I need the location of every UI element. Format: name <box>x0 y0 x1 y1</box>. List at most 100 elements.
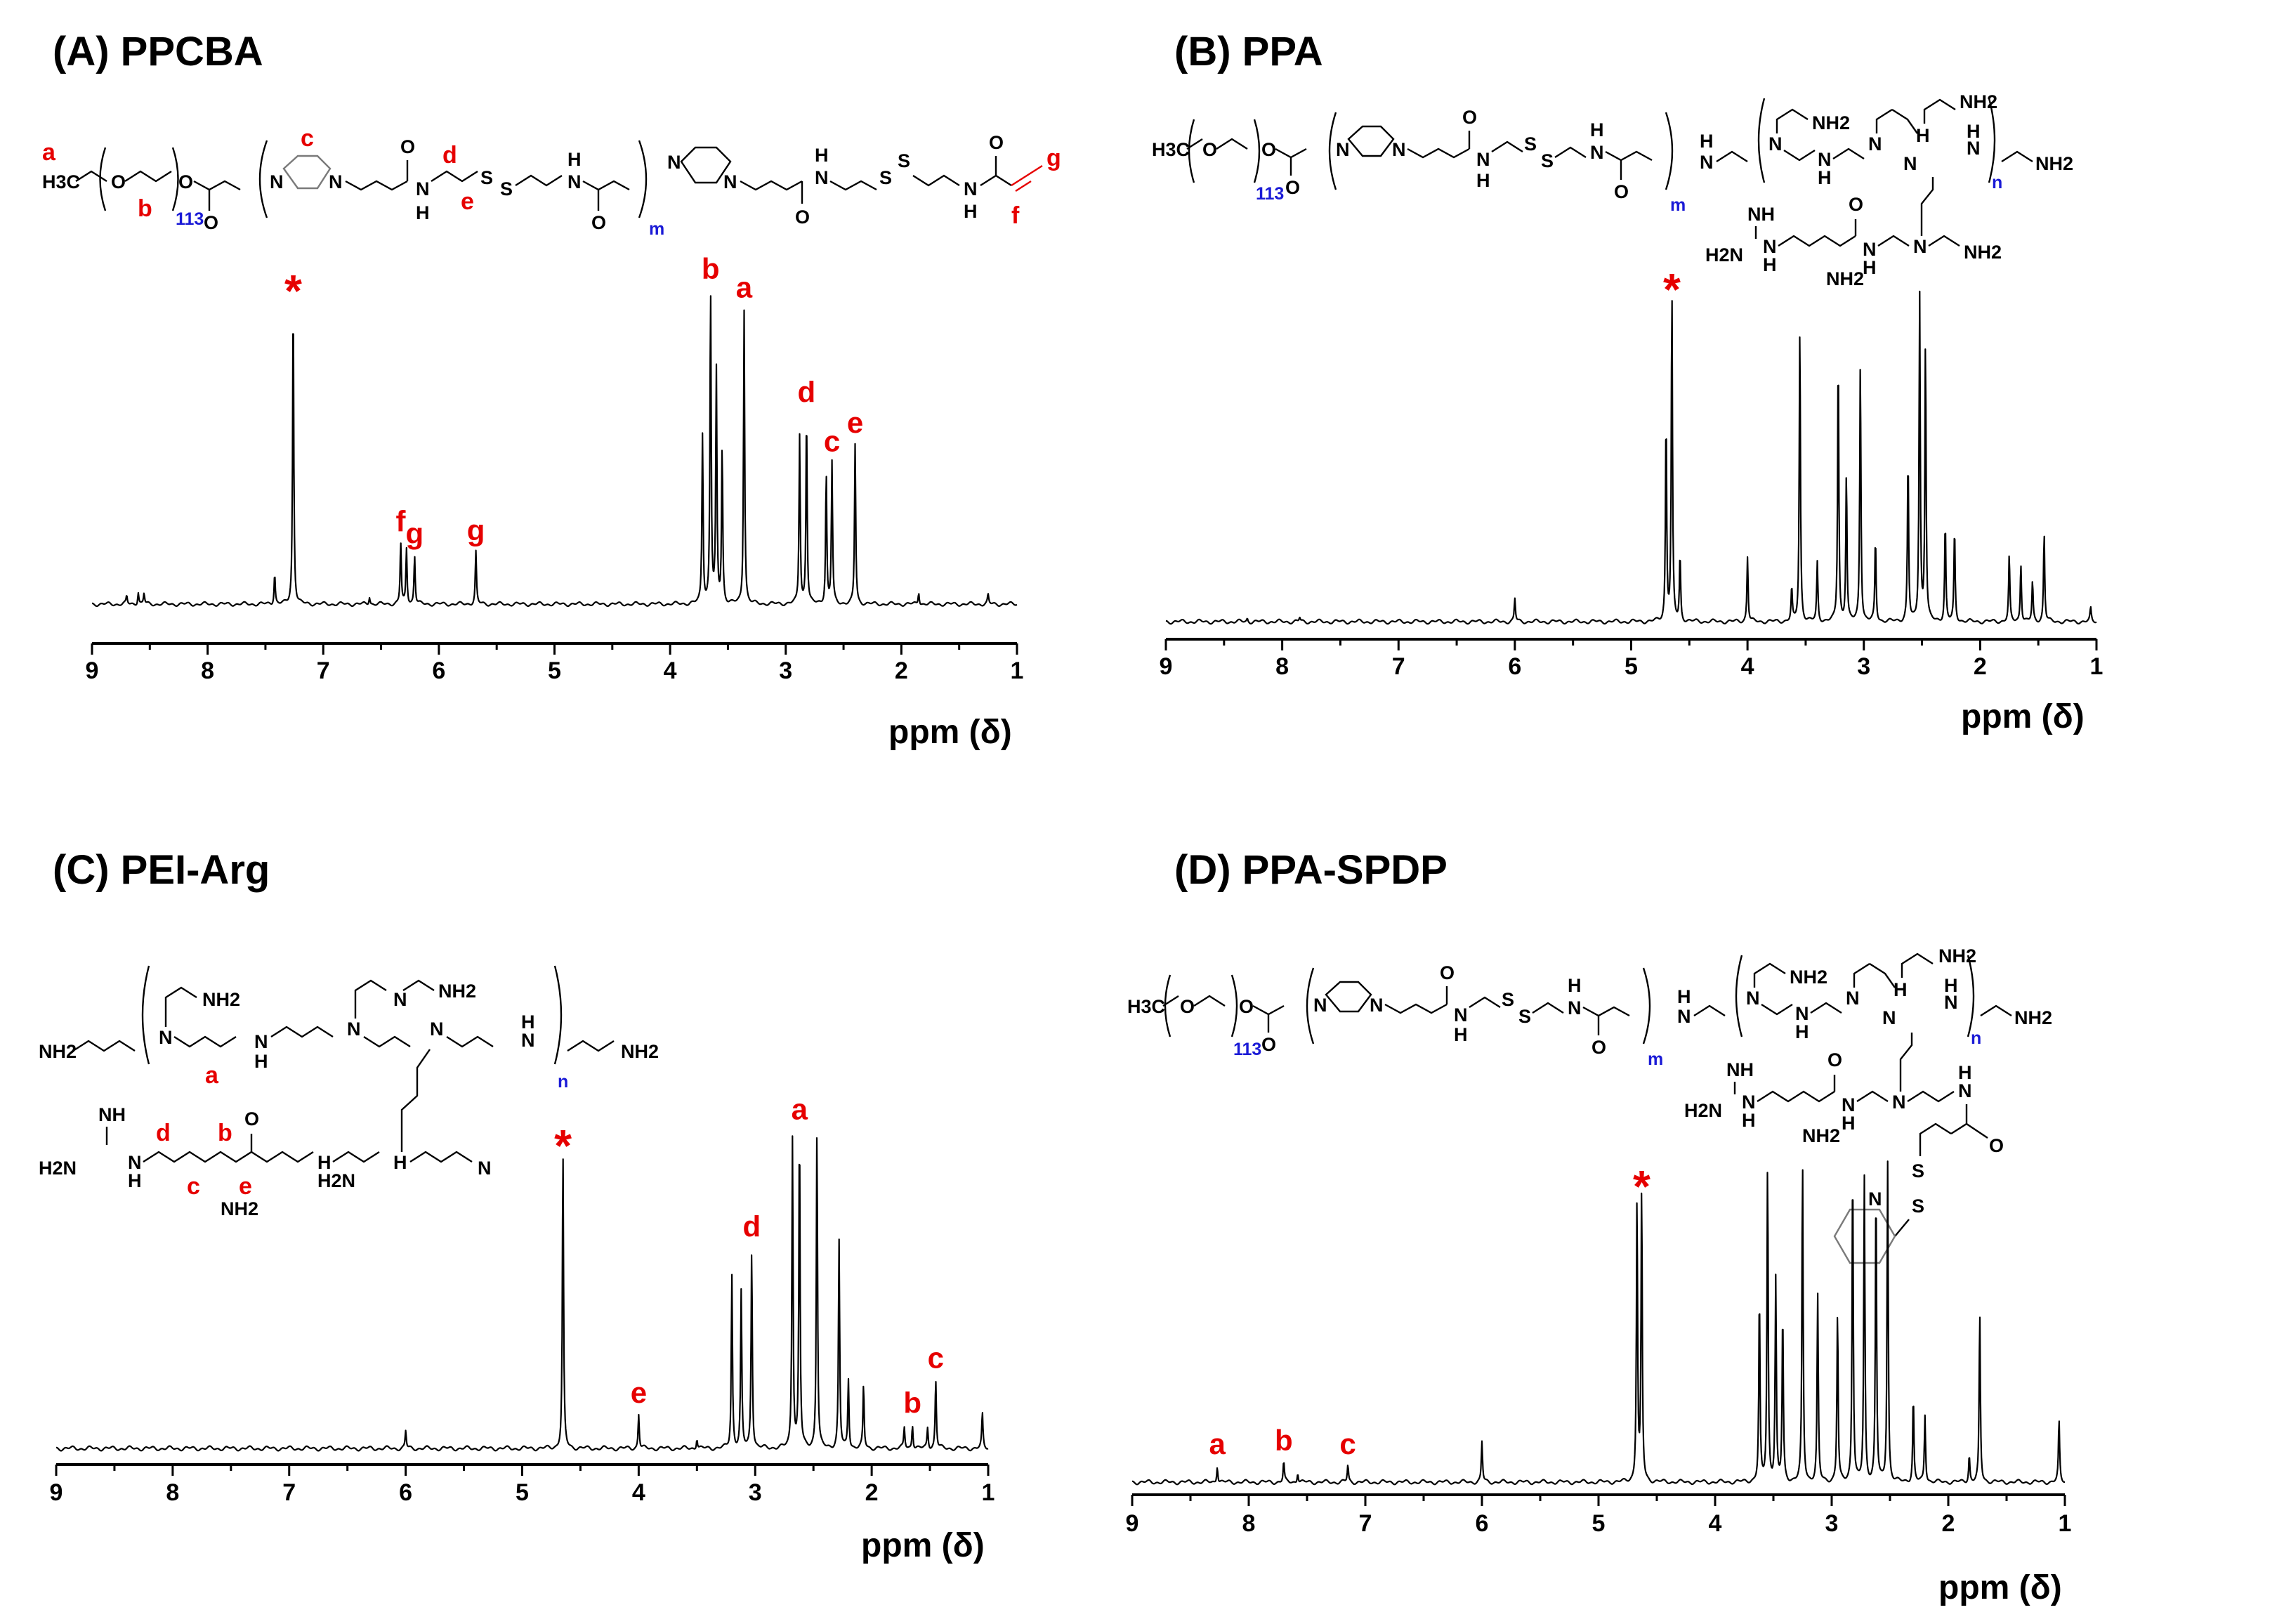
tick-label: 8 <box>1242 1510 1256 1537</box>
struct-a-bond <box>515 174 563 187</box>
struct-c-label-d: d <box>156 1120 171 1146</box>
struct-a-vinyl <box>1015 180 1032 192</box>
tick-label: 4 <box>664 657 677 684</box>
struct-d-atom-n7: N <box>1795 1003 1809 1024</box>
struct-d-bond <box>1384 1003 1448 1014</box>
struct-d-atom-h7: H <box>1842 1113 1856 1134</box>
struct-b-bond <box>1778 235 1856 247</box>
struct-c-atom-o: O <box>244 1108 259 1129</box>
struct-b-atom-o3: O <box>1285 177 1300 198</box>
struct-a-bond <box>431 170 478 183</box>
struct-d-bond <box>1693 1004 1726 1017</box>
struct-d-bond <box>1753 962 1786 988</box>
struct-d-atom-n12: N <box>1742 1092 1756 1113</box>
struct-c-atom-nh-2: NH <box>98 1104 126 1125</box>
struct-c-label-e: e <box>239 1173 252 1200</box>
struct-a-atom-s3: S <box>879 167 892 188</box>
struct-b-paren-left <box>1328 112 1337 190</box>
struct-b-subscript-m: m <box>1670 195 1686 215</box>
struct-d-atom-s2: S <box>1518 1006 1531 1027</box>
struct-b-atom-h2: H <box>1590 119 1604 140</box>
struct-c-atom-n2: N <box>254 1031 268 1052</box>
struct-d-bracket-right <box>1967 955 1975 1037</box>
peak-label-a: a <box>736 271 753 304</box>
struct-d-atom-h3: H <box>1677 986 1691 1007</box>
struct-b-atom-h5: H <box>1967 121 1981 142</box>
struct-a-bond <box>75 170 107 183</box>
struct-d-bond <box>1856 1090 1889 1103</box>
struct-d-bond <box>1162 995 1179 1007</box>
struct-d-subscript-113: 113 <box>1233 1040 1261 1059</box>
struct-b-bond <box>1875 108 1893 133</box>
struct-a-piperazine <box>282 155 332 190</box>
struct-d-atom-o5: O <box>1591 1037 1606 1058</box>
struct-c-bond <box>143 1151 252 1163</box>
struct-d-atom-n6: N <box>1746 988 1760 1009</box>
struct-d-atom-h6: H <box>1742 1110 1756 1131</box>
struct-a-atom-h2: H <box>567 149 582 170</box>
struct-a-vinyl <box>1011 164 1043 187</box>
struct-b-bond <box>1186 138 1203 150</box>
tick-label: 8 <box>166 1479 179 1506</box>
struct-d-atom-n16: N <box>1868 1188 1882 1210</box>
struct-a-atom-o2: O <box>178 171 193 192</box>
struct-a-atom-o6: O <box>795 207 810 228</box>
struct-d-atom-h2: H <box>1568 975 1582 996</box>
tick-label: 2 <box>1974 653 1987 680</box>
panel-d-x-axis-title: ppm (δ) <box>1938 1569 2062 1606</box>
tick-label: 9 <box>86 657 99 684</box>
struct-b-subscript-113: 113 <box>1256 184 1284 204</box>
panel-c-ticks: 9 8 7 6 5 4 3 2 1 <box>50 1465 995 1506</box>
struct-a-paren-right <box>638 140 648 218</box>
struct-d-atom-h2n: H2N <box>1684 1100 1722 1121</box>
tick-label: 3 <box>779 657 792 684</box>
struct-d-atom-n11: N <box>1944 992 1958 1013</box>
tick-label: 5 <box>516 1479 529 1506</box>
struct-a-piperazine-2 <box>680 146 732 184</box>
struct-c-atom-h2n: H2N <box>39 1158 77 1179</box>
struct-b-atom-n6: N <box>1768 133 1783 155</box>
struct-c-bond <box>446 1035 494 1048</box>
struct-c-label-c: c <box>187 1173 200 1200</box>
struct-d-atom-n1: N <box>1313 995 1327 1016</box>
struct-d-atom-n5: N <box>1677 1006 1691 1027</box>
struct-c-subscript-n: n <box>558 1072 568 1092</box>
struct-b-paren-right <box>1665 112 1674 190</box>
struct-a-bond <box>193 180 241 191</box>
struct-a-bond <box>582 180 630 191</box>
struct-b-atom-h6: H <box>1763 254 1777 275</box>
struct-c-atom-nh2-3: NH2 <box>438 981 476 1002</box>
struct-a-atom-n1: N <box>270 171 284 192</box>
struct-d-atom-h8: H <box>1958 1062 1972 1083</box>
struct-c-atom-nh2-5: NH2 <box>221 1198 258 1219</box>
struct-c-label-a: a <box>205 1062 219 1089</box>
struct-b-atom-n8: N <box>1868 133 1882 155</box>
struct-c-atom-n6: N <box>128 1152 142 1173</box>
struct-c-bond <box>402 979 435 992</box>
struct-a-atom-h1: H <box>416 202 430 223</box>
struct-a-atom-s2: S <box>500 178 513 199</box>
struct-a-label-c: c <box>301 125 314 152</box>
struct-d-atom-n14: N <box>1892 1092 1906 1113</box>
peak-label-d: d <box>742 1210 761 1243</box>
panel-c-spectrum-line <box>55 1135 989 1452</box>
tick-label: 8 <box>201 657 214 684</box>
tick-label: 1 <box>2059 1510 2072 1537</box>
struct-b-atom-n2: N <box>1392 139 1406 160</box>
struct-d-bond <box>1582 1006 1630 1017</box>
tick-label: 6 <box>432 657 445 684</box>
tick-label: 9 <box>50 1479 63 1506</box>
struct-b-atom-h1: H <box>1476 170 1490 191</box>
tick-label: 2 <box>865 1479 879 1506</box>
struct-b-atom-n12: N <box>1763 236 1777 257</box>
tick-label: 6 <box>1508 653 1521 680</box>
tick-label: 4 <box>1741 653 1754 680</box>
struct-d-atom-nh2-3: NH2 <box>2014 1007 2052 1028</box>
panel-b-structure: H3C O 113 O O N N O N H S S N H <box>1152 91 2073 289</box>
panel-c-peak-labels: * e d a bc <box>554 1092 944 1419</box>
struct-d-atom-h4: H <box>1795 1021 1809 1042</box>
struct-b-bracket-right <box>1988 98 1996 183</box>
